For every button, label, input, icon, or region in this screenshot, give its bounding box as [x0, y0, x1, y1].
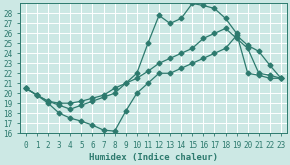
X-axis label: Humidex (Indice chaleur): Humidex (Indice chaleur) [89, 152, 218, 162]
